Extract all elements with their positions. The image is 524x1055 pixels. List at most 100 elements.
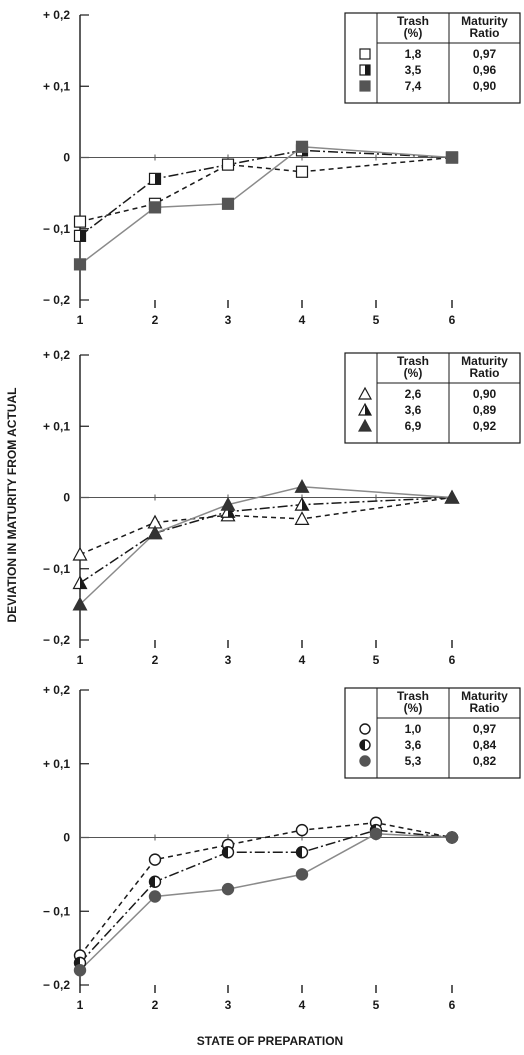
data-point [148,853,162,866]
legend-header-maturity: Maturity [461,689,508,703]
legend-trash-value: 7,4 [405,79,422,93]
data-point [72,546,88,561]
data-point [295,165,309,178]
data-point [295,868,309,881]
y-tick-label: − 0,1 [43,562,70,576]
legend-trash-value: 3,5 [405,63,422,77]
y-tick-label: + 0,1 [43,757,70,771]
data-point [73,964,87,977]
data-point [72,575,88,590]
y-tick-label: − 0,2 [43,293,70,307]
chart-panel: + 0,2 + 0,1 0 − 0,1 − 0,2 1 2 3 4 5 6 Trash(%) Matur… [43,8,521,327]
y-tick-label: + 0,2 [43,348,70,362]
legend-trash-value: 5,3 [405,754,422,768]
series-line [79,156,453,223]
x-tick-label: 4 [299,998,306,1012]
x-tick-label: 1 [77,653,84,667]
series-line [79,829,453,964]
legend-maturity-value: 0,82 [473,754,497,768]
data-point [221,197,235,210]
legend-maturity-value: 0,84 [473,738,497,752]
data-point [73,229,87,242]
y-tick-label: − 0,1 [43,904,70,918]
legend-marker [359,80,371,92]
legend-header-trash: (%) [404,701,423,715]
legend-header-maturity: Maturity [461,354,508,368]
legend-header-trash: Trash [397,689,429,703]
legend-maturity-value: 0,96 [473,63,497,77]
y-tick-label: + 0,1 [43,419,70,433]
x-tick-label: 2 [152,998,159,1012]
legend-header-trash: (%) [404,26,423,40]
data-point [445,151,459,164]
data-point [295,846,309,859]
data-point [148,890,162,903]
y-tick-label: + 0,2 [43,8,70,22]
series-line [79,496,453,584]
series-line [79,496,453,556]
legend-box [344,12,521,104]
x-tick-label: 2 [152,313,159,327]
legend-box [344,687,521,779]
chart-panel: + 0,2 + 0,1 0 − 0,1 − 0,2 1 2 3 4 5 6 Trash(%) Matur… [43,683,521,1012]
x-tick-label: 6 [449,313,456,327]
legend-header-trash: Trash [397,354,429,368]
x-tick-label: 6 [449,653,456,667]
series-line [79,833,453,971]
legend-trash-value: 1,8 [405,47,422,61]
x-tick-label: 5 [373,653,380,667]
y-axis-label: DEVIATION IN MATURITY FROM ACTUAL [5,388,19,623]
legend-maturity-value: 0,90 [473,79,497,93]
legend-trash-value: 2,6 [405,387,422,401]
chart-panel: + 0,2 + 0,1 0 − 0,1 − 0,2 1 2 3 4 5 6 Trash(%) Matur… [43,348,521,667]
legend-maturity-value: 0,97 [473,722,497,736]
series-line [79,821,453,956]
x-tick-label: 6 [449,998,456,1012]
x-tick-label: 3 [225,998,232,1012]
x-tick-label: 5 [373,998,380,1012]
legend-trash-value: 3,6 [405,403,422,417]
y-tick-label: + 0,2 [43,683,70,697]
data-point [295,823,309,837]
x-tick-label: 1 [77,313,84,327]
legend-header-maturity: Maturity [461,14,508,28]
legend-maturity-value: 0,92 [473,419,497,433]
y-tick-label: − 0,2 [43,633,70,647]
legend-marker [357,418,373,432]
data-point [220,496,236,511]
data-point [148,201,162,214]
series-line [79,146,453,265]
x-tick-label: 4 [299,313,306,327]
y-tick-label: + 0,1 [43,79,70,93]
data-point [220,503,236,518]
y-tick-label: − 0,1 [43,222,70,236]
data-point [221,158,235,171]
legend-box [344,352,521,444]
data-point [294,511,310,525]
legend-trash-value: 1,0 [405,722,422,736]
data-point [147,525,163,540]
data-point [294,479,310,493]
y-tick-label: − 0,2 [43,978,70,992]
x-tick-label: 2 [152,653,159,667]
data-point [295,140,309,153]
legend-marker [359,48,371,60]
data-point [444,489,460,504]
y-tick-label: 0 [63,491,70,505]
data-point [221,882,235,896]
legend-header-maturity: Ratio [470,701,500,715]
x-tick-label: 3 [225,653,232,667]
data-point [221,846,235,859]
y-tick-label: 0 [63,151,70,165]
chart-panels: + 0,2+ 0,10− 0,1− 0,21 2 3 4 5 6Trash(%)Matur… [43,8,521,1012]
legend-trash-value: 6,9 [405,419,422,433]
data-point [148,875,162,888]
x-tick-label: 1 [77,998,84,1012]
x-tick-label: 5 [373,313,380,327]
legend-header-trash: (%) [404,366,423,380]
legend-marker [359,723,371,735]
